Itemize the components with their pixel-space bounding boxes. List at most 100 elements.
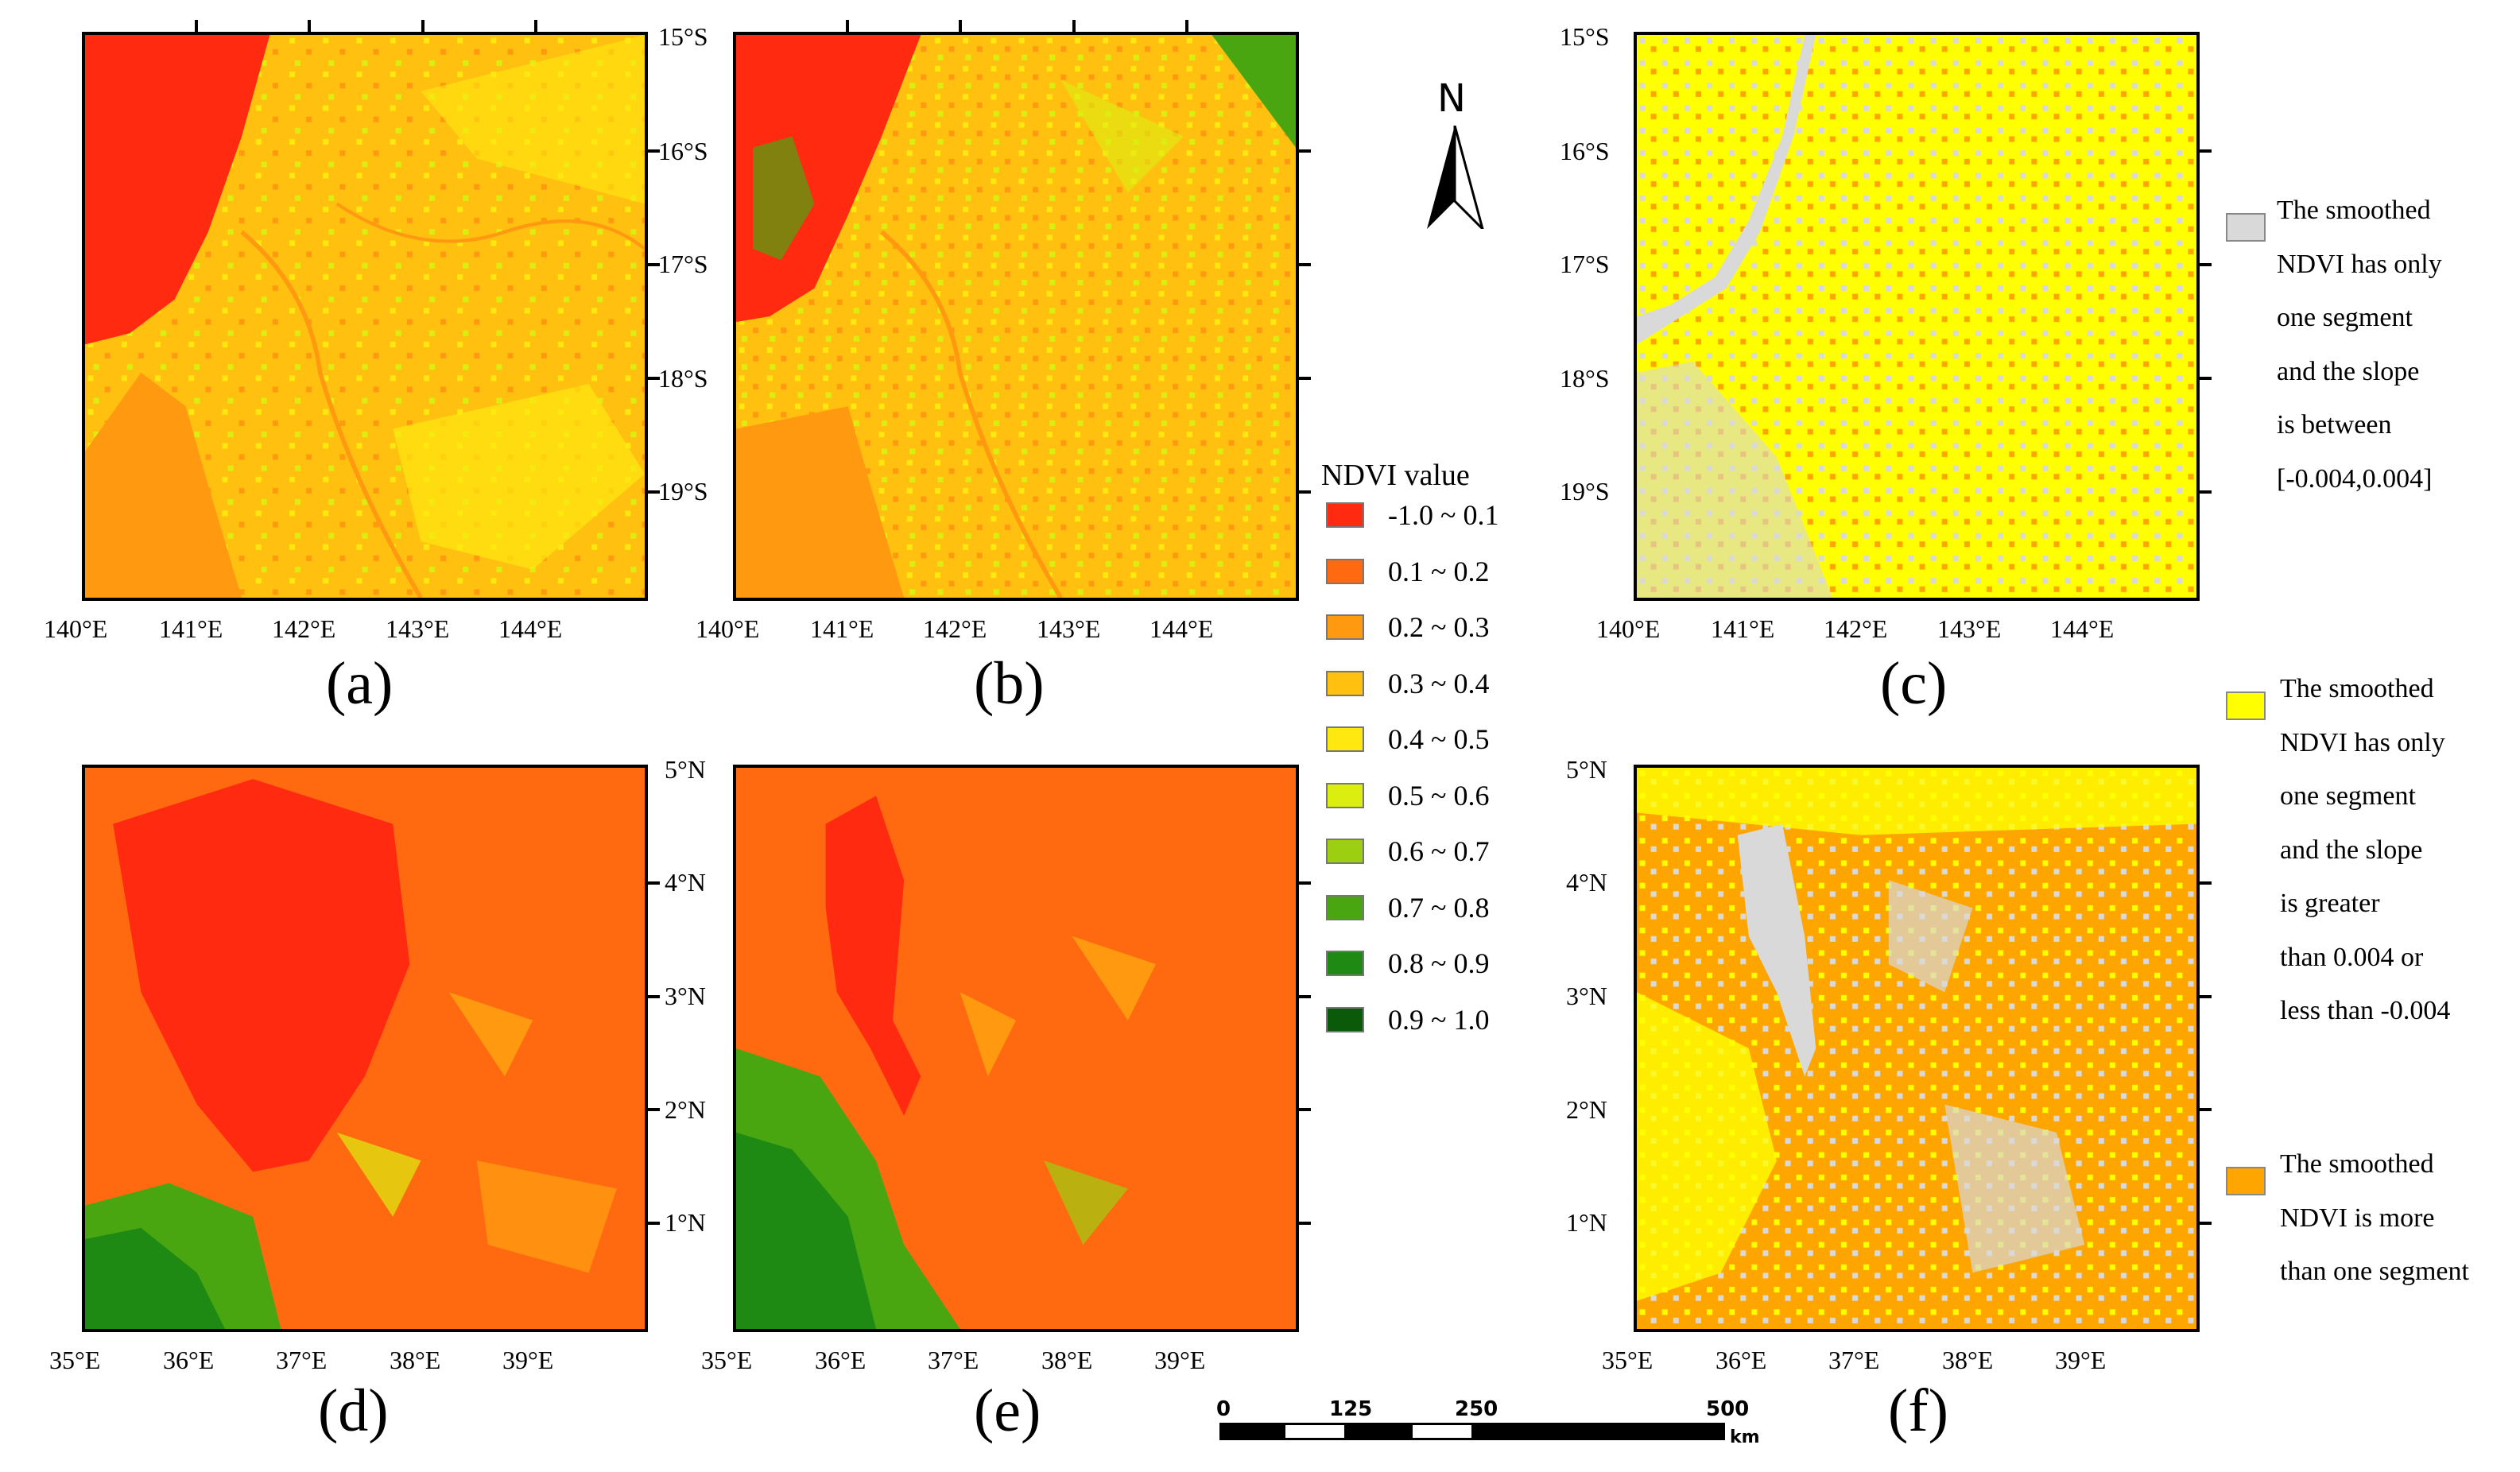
lon-label: 35°E — [1602, 1346, 1654, 1374]
tick — [534, 20, 537, 32]
category-legend-text: [-0.004,0.004] — [2277, 463, 2433, 494]
category-legend-text: one segment — [2277, 303, 2413, 332]
lon-label: 39°E — [502, 1346, 554, 1374]
tick — [648, 881, 660, 885]
category-legend-text: than 0.004 or — [2280, 942, 2424, 972]
category-legend-text: The smoothed — [2280, 674, 2434, 703]
tick — [1072, 20, 1076, 32]
tick — [648, 995, 660, 998]
lat-label: 5°N — [665, 755, 706, 784]
ndvi-legend-title: NDVI value — [1321, 459, 1470, 492]
scale-bar-label: 0 — [1216, 1397, 1231, 1421]
scale-bar-label: 125 — [1329, 1397, 1373, 1421]
lon-label: 38°E — [1041, 1346, 1093, 1374]
lon-label: 36°E — [815, 1346, 866, 1374]
lon-label: 143°E — [1037, 614, 1101, 643]
category-legend-text: The smoothed — [2277, 196, 2431, 225]
lon-label: 142°E — [272, 614, 336, 643]
lat-label: 17°S — [1560, 250, 1610, 278]
scale-bar-label: 500 — [1706, 1397, 1750, 1421]
lon-label: 36°E — [163, 1346, 215, 1374]
ndvi-legend-swatch — [1326, 502, 1364, 528]
tick — [1299, 377, 1311, 380]
ndvi-legend-swatch — [1326, 614, 1364, 640]
ndvi-legend-label: 0.5 ~ 0.6 — [1388, 779, 1490, 812]
ndvi-legend-swatch — [1326, 670, 1364, 696]
ndvi-legend-label: 0.9 ~ 1.0 — [1388, 1003, 1490, 1036]
lat-label: 3°N — [1566, 982, 1607, 1010]
lon-label: 140°E — [1596, 614, 1661, 643]
ndvi-legend-swatch — [1326, 1006, 1364, 1032]
tick — [1299, 263, 1311, 266]
scale-bar: 0 125 250 500 km — [1216, 1397, 1760, 1455]
tick — [1299, 149, 1311, 153]
category-legend-text: NDVI is more — [2280, 1203, 2435, 1233]
lat-label: 2°N — [665, 1095, 706, 1124]
panel-label-d: (d) — [318, 1377, 389, 1444]
ndvi-legend-swatch — [1326, 782, 1364, 808]
segment-map-f — [1637, 768, 2196, 1329]
lon-label: 37°E — [1828, 1346, 1880, 1374]
tick — [1299, 995, 1311, 998]
tick — [959, 20, 962, 32]
map-panel-a — [82, 32, 648, 601]
tick — [308, 20, 311, 32]
ndvi-legend-label: 0.1 ~ 0.2 — [1388, 555, 1490, 587]
category-legend-text: The smoothed — [2280, 1149, 2434, 1179]
lat-label: 19°S — [658, 477, 708, 506]
lon-label: 37°E — [928, 1346, 979, 1374]
lat-label: 2°N — [1566, 1095, 1607, 1124]
lon-label: 38°E — [390, 1346, 441, 1374]
map-panel-d — [82, 765, 648, 1332]
lat-label: 19°S — [1560, 477, 1610, 506]
ndvi-legend-swatch — [1326, 726, 1364, 752]
north-arrow-label: N — [1437, 76, 1466, 121]
lon-label: 141°E — [1711, 614, 1775, 643]
category-legend-swatch — [2226, 1167, 2266, 1195]
lat-label: 15°S — [658, 22, 708, 51]
tick — [648, 263, 660, 266]
lon-label: 141°E — [159, 614, 223, 643]
lon-label: 144°E — [498, 614, 563, 643]
tick — [2200, 995, 2212, 998]
lon-label: 143°E — [1937, 614, 2002, 643]
lat-label: 3°N — [665, 982, 706, 1010]
lon-label: 142°E — [923, 614, 987, 643]
tick — [648, 1108, 660, 1111]
ndvi-map-d — [85, 768, 645, 1329]
lat-label: 5°N — [1566, 755, 1607, 784]
lat-label: 18°S — [1560, 364, 1610, 393]
tick — [846, 20, 849, 32]
north-arrow-icon — [1427, 126, 1484, 229]
panel-label-f: (f) — [1888, 1377, 1948, 1444]
category-legend-text: and the slope — [2280, 835, 2423, 865]
lon-label: 141°E — [810, 614, 874, 643]
scale-bar-unit: km — [1730, 1427, 1760, 1447]
tick — [421, 20, 425, 32]
lat-label: 17°S — [658, 250, 708, 278]
tick — [648, 490, 660, 494]
lon-label: 39°E — [1154, 1346, 1206, 1374]
ndvi-legend-label: 0.8 ~ 0.9 — [1388, 947, 1490, 979]
tick — [648, 1222, 660, 1225]
category-legend-text: and the slope — [2277, 356, 2420, 386]
panel-label-c: (c) — [1880, 650, 1948, 717]
lon-label: 39°E — [2055, 1346, 2107, 1374]
scale-bar-label: 250 — [1455, 1397, 1498, 1421]
ndvi-legend-label: 0.3 ~ 0.4 — [1388, 667, 1490, 699]
ndvi-legend-label: -1.0 ~ 0.1 — [1388, 499, 1499, 531]
category-legend-swatch — [2226, 213, 2266, 242]
map-panel-e — [733, 765, 1299, 1332]
segment-map-c — [1637, 35, 2196, 598]
lon-label: 35°E — [701, 1346, 753, 1374]
lat-label: 15°S — [1560, 22, 1610, 51]
ndvi-map-e — [736, 768, 1296, 1329]
scale-bar-segment — [1474, 1423, 1725, 1440]
panel-label-b: (b) — [974, 650, 1045, 717]
tick — [1185, 20, 1188, 32]
category-legend-text: NDVI has only — [2277, 249, 2442, 279]
lon-label: 143°E — [386, 614, 450, 643]
lat-label: 16°S — [658, 137, 708, 165]
lat-label: 4°N — [1566, 868, 1607, 897]
lon-label: 140°E — [696, 614, 760, 643]
